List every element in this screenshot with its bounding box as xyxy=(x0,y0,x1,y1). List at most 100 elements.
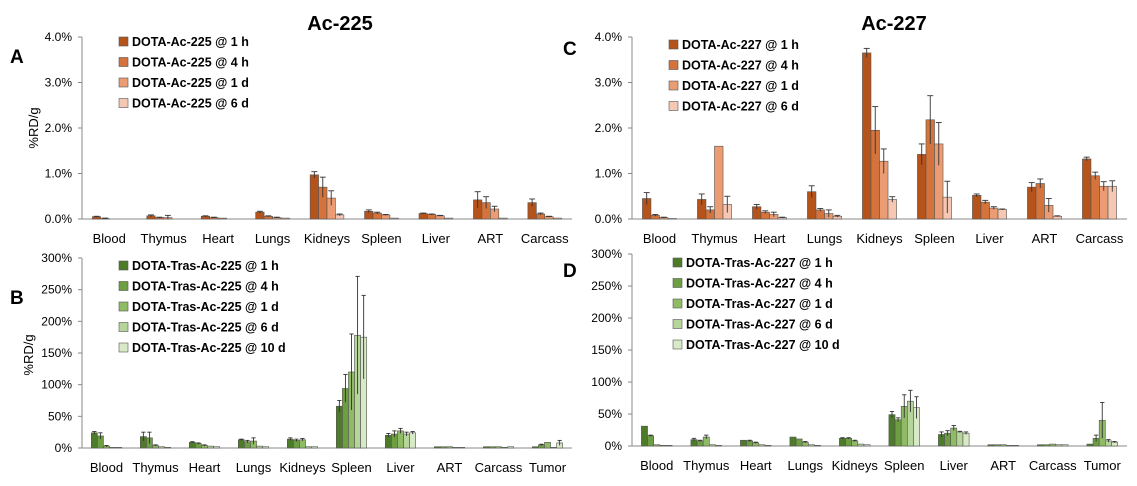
panel-b-x-tick-label: Carcass xyxy=(475,460,523,475)
panel-a-legend-label: DOTA-Ac-225 @ 4 h xyxy=(132,56,249,70)
panel-c-bar xyxy=(887,199,897,220)
panel-d-y-tick-label: 150% xyxy=(591,343,622,357)
panel-c-bar xyxy=(714,145,724,220)
panel-c-bar xyxy=(1090,175,1100,220)
panel-b-y-tick-label: 100% xyxy=(41,378,72,392)
panel-d-y-tick-label: 100% xyxy=(591,375,622,389)
panel-b-bar xyxy=(409,432,416,449)
panel-c-y-tick-label: 3.0% xyxy=(595,76,623,90)
panel-d-bar xyxy=(696,440,704,447)
panel-a-legend-swatch xyxy=(118,98,129,108)
panel-d-bar xyxy=(1055,444,1063,447)
panel-d-y-tick-label: 250% xyxy=(591,279,622,293)
panel-a-bar xyxy=(309,174,319,220)
panel-a-legend-label: DOTA-Ac-225 @ 6 d xyxy=(132,97,249,111)
panel-a-x-tick-label: Lungs xyxy=(255,231,291,246)
panel-b-legend-swatch xyxy=(118,260,129,271)
panel-d-x-tick-label: Spleen xyxy=(884,458,924,473)
panel-d-bar xyxy=(999,444,1007,447)
panel-d-bar xyxy=(857,443,865,447)
panel-b-legend-swatch xyxy=(118,281,129,291)
panel-b-bar xyxy=(403,433,410,449)
panel-d-legend-swatch xyxy=(672,298,683,309)
panel-c-legend-swatch xyxy=(668,101,679,111)
panel-c-title: Ac-227 xyxy=(861,13,927,35)
panel-b-bar xyxy=(287,438,294,449)
panel-d-legend-label: DOTA-Tras-Ac-227 @ 10 d xyxy=(686,338,840,352)
panel-c-bar xyxy=(1082,158,1092,220)
panel-c-legend-label: DOTA-Ac-227 @ 1 d xyxy=(682,79,799,93)
panel-d-bar xyxy=(715,445,722,447)
panel-d-bar xyxy=(653,444,661,447)
panel-a-x-tick-label: Liver xyxy=(422,231,451,246)
panel-b-x-tick-label: Blood xyxy=(90,460,123,475)
panel-b-legend-label: DOTA-Tras-Ac-225 @ 1 d xyxy=(132,300,279,314)
panel-d-legend-swatch xyxy=(672,319,683,329)
panel-d-letter: D xyxy=(563,261,577,282)
panel-b-bar xyxy=(164,447,171,449)
panel-d-bar xyxy=(894,419,902,447)
panel-b-legend-label: DOTA-Tras-Ac-225 @ 10 d xyxy=(132,341,286,355)
panel-a-x-tick-label: Thymus xyxy=(141,231,188,246)
panel-d-x-tick-label: ART xyxy=(990,458,1016,473)
panel-d-bar xyxy=(641,425,648,447)
panel-d-bar xyxy=(993,444,1001,447)
panel-d-y-tick-label: 0% xyxy=(605,439,623,453)
panel-d-bar xyxy=(1086,443,1094,447)
panel-b-x-tick-label: ART xyxy=(437,460,463,475)
panel-a-bar xyxy=(444,217,454,220)
panel-b-bar xyxy=(207,445,214,449)
panel-d-x-tick-label: Tumor xyxy=(1084,458,1122,473)
panel-a-bar xyxy=(427,214,437,220)
panel-b-x-tick-label: Kidneys xyxy=(279,460,326,475)
panel-d-x-tick-label: Heart xyxy=(740,458,772,473)
panel-a-legend-swatch xyxy=(118,36,129,47)
panel-d-x-tick-label: Liver xyxy=(940,458,969,473)
panel-d-bar xyxy=(746,440,753,447)
panel-d-bar xyxy=(863,444,871,447)
panel-c-x-tick-label: Liver xyxy=(975,231,1004,246)
panel-a-y-axis-label: %RD/g xyxy=(26,107,41,148)
panel-d-y-tick-label: 200% xyxy=(591,311,622,325)
panel-a-x-tick-label: Carcass xyxy=(521,231,569,246)
panel-b-bar xyxy=(336,405,343,449)
panel-a-letter: A xyxy=(10,47,24,68)
panel-d-bar xyxy=(789,436,797,447)
panel-a-x-tick-label: Blood xyxy=(93,231,126,246)
panel-d-y-tick-label: 50% xyxy=(598,407,622,421)
panel-c-x-tick-label: Carcass xyxy=(1076,231,1124,246)
panel-a-y-tick-label: 2.0% xyxy=(45,121,73,135)
panel-c-y-tick-label: 0.0% xyxy=(595,212,623,226)
panel-a-bar xyxy=(255,211,265,220)
panel-c-legend-label: DOTA-Ac-227 @ 6 d xyxy=(682,100,799,114)
panel-b-bar xyxy=(501,447,508,449)
panel-d-legend-swatch xyxy=(672,257,683,268)
panel-c-bar xyxy=(1035,183,1045,220)
panel-d-legend-label: DOTA-Tras-Ac-227 @ 4 h xyxy=(686,277,833,291)
panel-a-bar xyxy=(280,217,290,220)
panel-a-y-tick-label: 0.0% xyxy=(45,212,73,226)
panel-a-x-tick-label: Kidneys xyxy=(304,231,351,246)
panel-a-legend-swatch xyxy=(118,77,129,88)
panel-c-letter: C xyxy=(563,39,577,60)
panel-b-bar xyxy=(158,446,165,449)
panel-d-bar xyxy=(659,445,667,447)
panel-b-bar xyxy=(189,441,196,449)
panel-c-bar xyxy=(1027,186,1037,220)
panel-b-y-tick-label: 250% xyxy=(41,283,72,297)
panel-a-y-tick-label: 1.0% xyxy=(45,167,73,181)
panel-b-bar xyxy=(311,446,318,449)
panel-b-bar xyxy=(532,446,539,449)
panel-b-bar xyxy=(397,430,404,449)
panel-c-y-tick-label: 2.0% xyxy=(595,121,623,135)
panel-b-bar xyxy=(238,439,245,449)
panel-d-x-tick-label: Carcass xyxy=(1029,458,1077,473)
panel-d-bar xyxy=(956,431,964,447)
panel-b-y-tick-label: 200% xyxy=(41,314,72,328)
panel-d-bar xyxy=(740,439,747,447)
panel-c-x-tick-label: Spleen xyxy=(914,231,954,246)
panel-a-bar xyxy=(552,217,562,220)
panel-d-bar xyxy=(647,435,654,447)
panel-b-bar xyxy=(256,445,263,449)
